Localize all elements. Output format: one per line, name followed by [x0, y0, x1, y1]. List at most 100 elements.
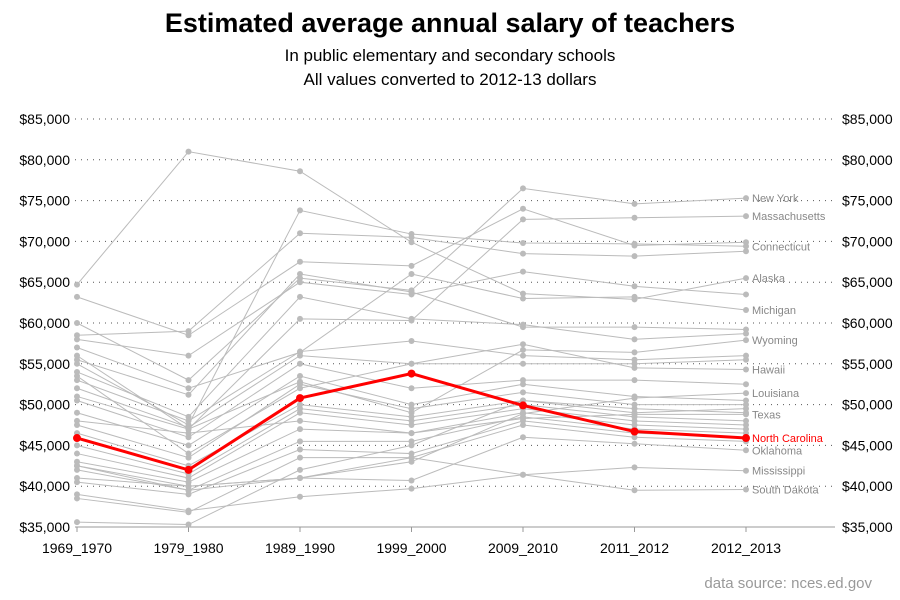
data-point-state	[185, 391, 192, 398]
series-label-massachusetts: Massachusetts	[752, 211, 826, 223]
data-point-new-york	[185, 377, 192, 384]
data-point-mississippi	[408, 485, 415, 492]
y-tick-label-left: $75,000	[19, 193, 70, 209]
data-point-state	[185, 424, 192, 431]
y-tick-label-left: $50,000	[19, 397, 70, 413]
data-point-state	[185, 491, 192, 498]
data-point-state	[297, 360, 303, 367]
data-point-state	[743, 239, 749, 246]
data-point-state	[74, 519, 80, 526]
data-point-wyoming	[743, 337, 749, 344]
data-point-massachusetts	[520, 216, 526, 223]
data-point-state	[631, 360, 638, 367]
data-point-oklahoma	[743, 447, 749, 454]
data-point-state	[297, 293, 303, 300]
data-point-mississippi	[631, 464, 638, 471]
chart-subtitle-2: All values converted to 2012-13 dollars	[303, 70, 597, 89]
data-point-state	[297, 446, 303, 453]
data-point-alaska	[408, 239, 415, 246]
data-point-state	[297, 230, 303, 237]
series-label-mississippi: Mississippi	[752, 466, 805, 478]
data-point-north-carolina	[73, 434, 81, 443]
data-point-massachusetts	[297, 315, 303, 322]
data-point-oklahoma	[408, 477, 415, 484]
data-point-state	[631, 283, 638, 290]
data-point-north-carolina	[296, 394, 304, 403]
data-point-new-york	[631, 200, 638, 207]
data-point-state	[185, 417, 192, 424]
y-tick-label-right: $35,000	[842, 519, 893, 535]
data-point-state	[520, 360, 526, 367]
y-tick-label-right: $45,000	[842, 437, 893, 453]
data-point-state	[743, 330, 749, 337]
series-line-state	[76, 424, 747, 513]
y-tick-label-right: $75,000	[842, 193, 893, 209]
series-label-texas: Texas	[752, 409, 781, 421]
y-tick-label-right: $65,000	[842, 274, 893, 290]
data-point-state	[297, 373, 303, 380]
data-point-state	[185, 509, 192, 516]
chart-subtitle-1: In public elementary and secondary schoo…	[284, 46, 616, 65]
data-point-louisiana	[743, 390, 749, 397]
data-point-state	[408, 442, 415, 449]
data-source-note: data source: nces.ed.gov	[704, 575, 872, 592]
data-point-connecticut	[520, 240, 526, 247]
data-point-new-york	[74, 320, 80, 326]
data-point-hawaii	[520, 341, 526, 348]
data-point-wyoming	[631, 349, 638, 356]
y-tick-label-left: $35,000	[19, 519, 70, 535]
data-point-michigan	[631, 293, 638, 300]
data-point-state	[297, 454, 303, 461]
data-point-state	[631, 393, 638, 400]
x-tick-label: 1999_2000	[376, 540, 446, 556]
data-point-state	[520, 321, 526, 328]
data-point-state	[74, 450, 80, 457]
data-point-massachusetts	[743, 213, 749, 220]
x-tick-label: 1969_1970	[42, 540, 112, 556]
series-label-hawaii: Hawaii	[752, 365, 785, 377]
y-tick-label-right: $80,000	[842, 152, 893, 168]
data-point-state	[74, 422, 80, 428]
data-point-state	[408, 430, 415, 437]
y-tick-label-right: $60,000	[842, 315, 893, 331]
y-tick-label-left: $60,000	[19, 315, 70, 331]
data-point-north-carolina	[184, 465, 193, 474]
data-point-texas	[297, 417, 303, 424]
y-tick-label-left: $80,000	[19, 152, 70, 168]
data-point-state	[297, 438, 303, 445]
data-point-state	[408, 234, 415, 241]
data-point-state	[74, 442, 80, 449]
y-tick-label-left: $85,000	[19, 111, 70, 127]
data-point-state	[408, 405, 415, 412]
data-point-state	[743, 248, 749, 255]
x-tick-label: 2009_2010	[488, 540, 558, 556]
data-point-state	[74, 385, 80, 392]
data-point-south-dakota	[631, 487, 638, 494]
data-point-south-dakota	[743, 486, 749, 493]
data-point-state	[408, 337, 415, 344]
data-point-state	[408, 360, 415, 367]
data-point-state	[520, 381, 526, 388]
data-point-state	[297, 279, 303, 286]
series-label-new-york: New York	[752, 193, 799, 205]
data-point-state	[631, 377, 638, 384]
data-point-state	[297, 258, 303, 265]
data-point-state	[297, 271, 303, 278]
data-point-state	[74, 479, 80, 486]
data-point-new-york	[743, 195, 749, 202]
data-point-state	[74, 336, 80, 343]
data-point-state	[520, 389, 526, 396]
data-point-state	[631, 253, 638, 260]
series-label-wyoming: Wyoming	[752, 335, 798, 347]
data-point-state	[74, 495, 80, 502]
data-point-state	[74, 462, 80, 469]
data-point-state	[185, 434, 192, 441]
data-point-state	[74, 356, 80, 363]
data-point-state	[74, 409, 80, 416]
y-tick-label-left: $45,000	[19, 437, 70, 453]
data-point-north-carolina	[407, 369, 416, 378]
data-point-michigan	[743, 306, 749, 313]
data-point-north-carolina	[742, 434, 750, 443]
data-point-state	[408, 422, 415, 428]
